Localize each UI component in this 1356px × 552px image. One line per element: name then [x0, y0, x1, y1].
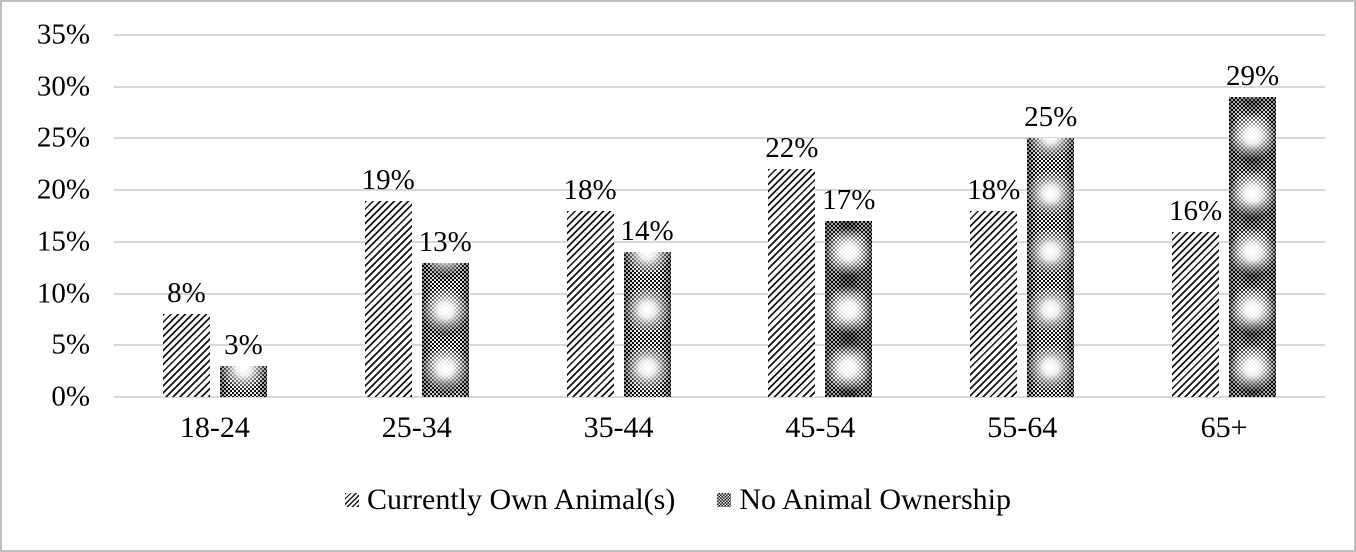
- gridlines: [114, 34, 1325, 398]
- bar-dark-checker: 17%: [822, 186, 875, 397]
- data-label: 29%: [1225, 60, 1280, 93]
- bar-dark-checker: 29%: [1226, 62, 1279, 397]
- bar-dark-checker: 25%: [1024, 103, 1077, 397]
- y-tick-label: 5%: [51, 328, 90, 361]
- x-tick-label: 25-34: [381, 411, 452, 444]
- y-tick-label: 15%: [36, 225, 90, 258]
- hatch-swatch-icon: [345, 493, 360, 507]
- y-tick-label: 25%: [36, 121, 90, 154]
- legend-item: No Animal Ownership: [717, 485, 1011, 515]
- x-axis-labels: 18-24 25-34 35-44 45-54 55-64 65+: [114, 411, 1325, 444]
- gridline: [114, 85, 1325, 88]
- data-label: 25%: [1024, 101, 1078, 134]
- legend-item: Currently Own Animal(s): [345, 485, 675, 515]
- bar-group-25-34: 19% 13%: [316, 35, 518, 397]
- x-tick-label: 18-24: [179, 411, 250, 444]
- gridline: [114, 292, 1325, 295]
- bar-diagonal-hatch: 18%: [563, 175, 617, 397]
- data-label: 18%: [563, 173, 617, 206]
- x-tick-label: 65+: [1200, 411, 1248, 444]
- data-label: 18%: [967, 173, 1021, 206]
- data-label: 17%: [822, 184, 876, 217]
- plot-area: 8% 3% 19% 13% 18% 14% 22% 17% 18% 25% 16% 29%: [114, 34, 1325, 398]
- gridline: [114, 34, 1325, 36]
- bar-diagonal-hatch: 19%: [362, 165, 415, 397]
- gridline: [114, 137, 1325, 140]
- x-tick-label: 35-44: [583, 411, 654, 444]
- legend-label: No Animal Ownership: [739, 483, 1011, 516]
- x-tick-label: 55-64: [987, 411, 1058, 444]
- y-tick-label: 0%: [51, 380, 90, 413]
- bar-group-65+: 16% 29%: [1123, 35, 1325, 397]
- y-tick-label: 35%: [36, 18, 90, 51]
- y-tick-label: 30%: [36, 70, 90, 103]
- legend-label: Currently Own Animal(s): [367, 483, 676, 516]
- bar-dark-checker: 14%: [620, 217, 674, 397]
- data-label: 3%: [224, 328, 263, 361]
- data-label: 22%: [765, 132, 819, 165]
- y-tick-label: 10%: [36, 277, 90, 310]
- bar-group-55-64: 18% 25%: [921, 35, 1123, 397]
- y-axis-labels: 35% 30% 25% 20% 15% 10% 5% 0%: [2, 20, 94, 411]
- data-label: 16%: [1168, 194, 1223, 227]
- bar-group-35-44: 18% 14%: [518, 35, 720, 397]
- bar-dark-checker: 3%: [219, 330, 267, 397]
- gridline: [114, 344, 1325, 347]
- x-tick-label: 45-54: [785, 411, 856, 444]
- bar-groups: 8% 3% 19% 13% 18% 14% 22% 17% 18% 25% 16% 29%: [114, 35, 1325, 397]
- bar-group-18-24: 8% 3%: [114, 35, 316, 397]
- bar-diagonal-hatch: 16%: [1169, 196, 1222, 397]
- bar-dark-checker: 13%: [419, 227, 472, 397]
- gridline: [114, 396, 1325, 398]
- gridline: [114, 189, 1325, 192]
- bar-diagonal-hatch: 18%: [967, 175, 1020, 397]
- y-tick-label: 20%: [36, 173, 90, 206]
- bar-group-45-54: 22% 17%: [719, 35, 921, 397]
- gridline: [114, 240, 1325, 243]
- bar-diagonal-hatch: 22%: [765, 134, 818, 397]
- checker-swatch-icon: [717, 493, 732, 507]
- data-label: 13%: [418, 225, 472, 258]
- data-label: 14%: [620, 215, 674, 248]
- bar-diagonal-hatch: 8%: [162, 279, 210, 397]
- data-label: 8%: [167, 277, 206, 310]
- data-label: 19%: [361, 163, 415, 196]
- legend: Currently Own Animal(s) No Animal Ownersh…: [2, 485, 1354, 515]
